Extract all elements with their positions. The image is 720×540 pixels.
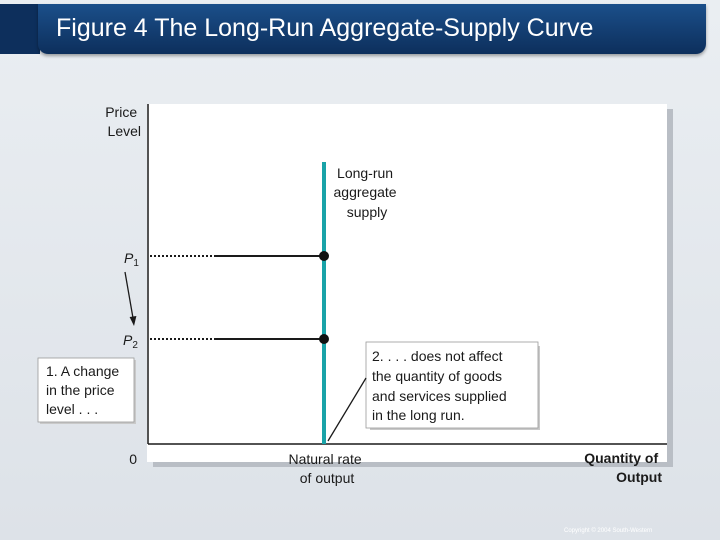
origin-label: 0 [129, 451, 137, 467]
right-annotation-text: 2. . . . does not affect the quantity of… [372, 348, 511, 423]
lras-label: Long-run aggregate supply [334, 165, 401, 220]
p2-label: P2 [123, 332, 138, 351]
left-annotation-text: 1. A change in the price level . . . [46, 363, 123, 417]
point-p2 [319, 334, 329, 344]
natural-rate-label: Natural rate of output [288, 451, 365, 486]
price-change-arrow [124, 271, 134, 319]
p1-label: P1 [124, 250, 139, 269]
x-axis-label: Quantity of Output [584, 450, 662, 485]
y-axis-label: Price Level [105, 104, 141, 139]
slide-title: Figure 4 The Long-Run Aggregate-Supply C… [56, 14, 594, 42]
title-bar-accent [0, 4, 40, 54]
right-annotation-box [365, 341, 539, 429]
annotation-leader-line [327, 377, 367, 442]
price-change-arrowhead [129, 316, 137, 326]
title-bar [38, 4, 706, 54]
left-annotation-box [37, 357, 135, 423]
point-p1 [319, 251, 329, 261]
copyright-text: Copyright © 2004 South-Western [564, 528, 653, 534]
